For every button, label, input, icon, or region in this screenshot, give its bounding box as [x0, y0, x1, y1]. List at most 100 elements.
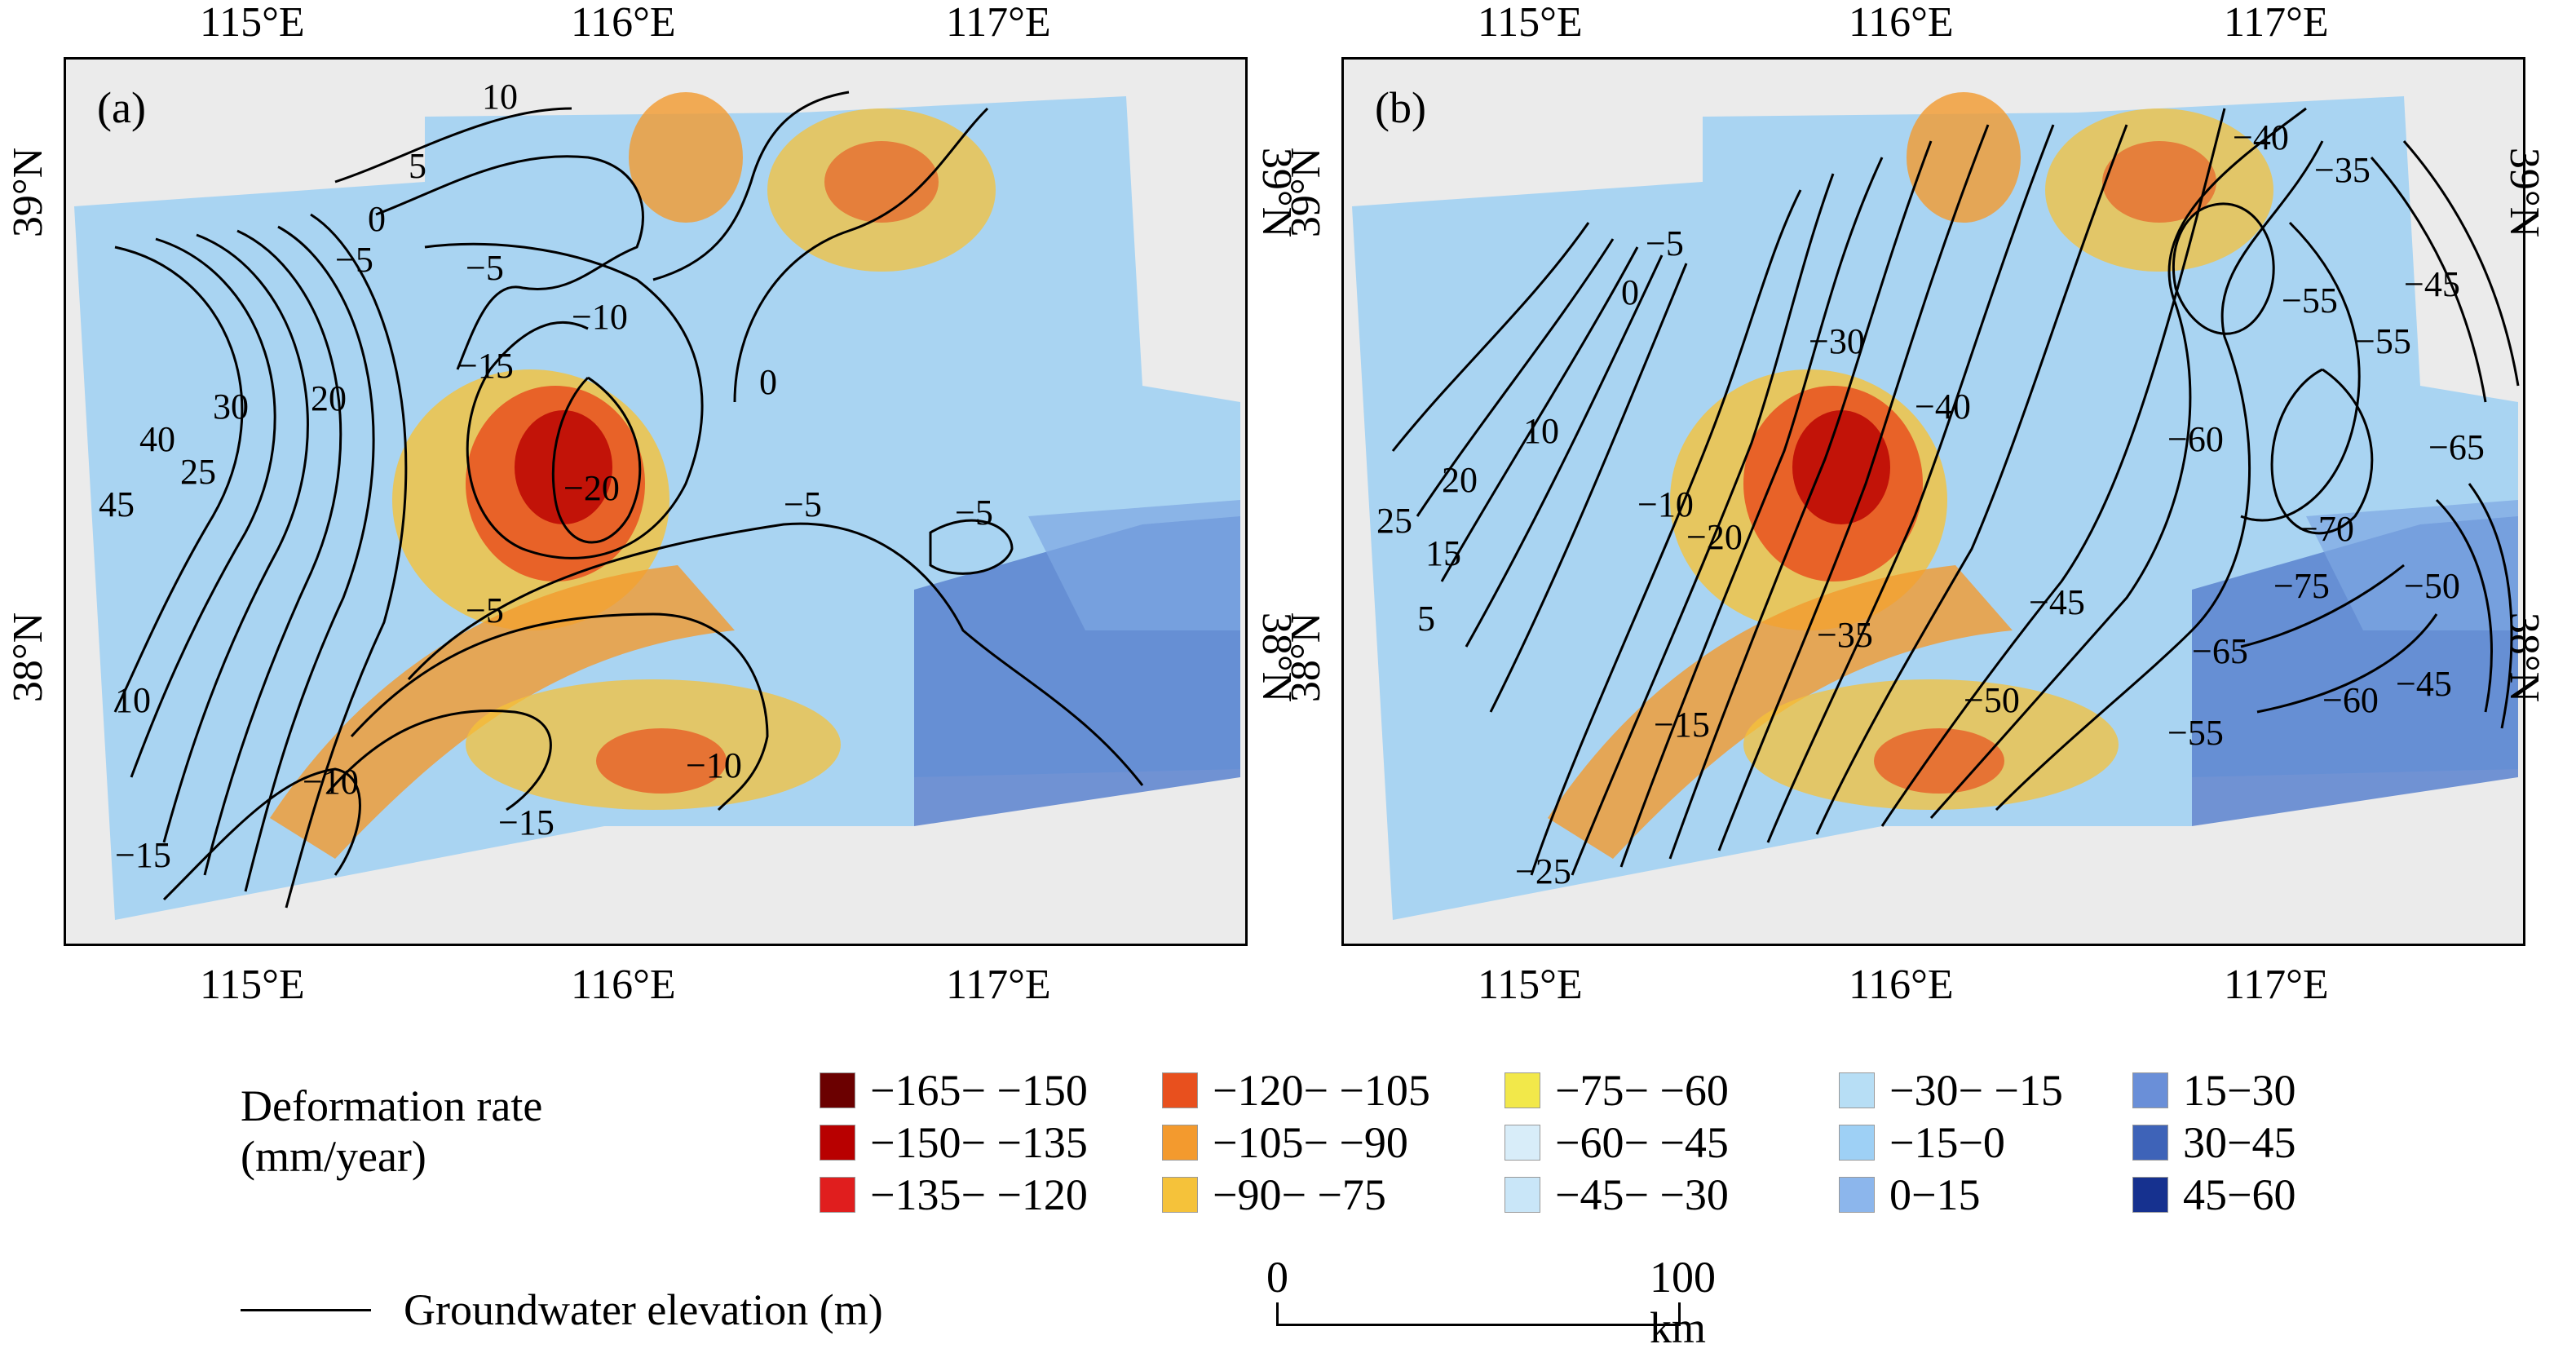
contour-label: −45 — [2404, 264, 2460, 304]
contour-label: −5 — [466, 248, 504, 288]
legend-label: −135− −120 — [870, 1170, 1088, 1219]
legend-swatch — [820, 1125, 855, 1161]
legend-item: −135− −120 — [820, 1169, 1162, 1221]
legend-label: −15−0 — [1889, 1118, 2005, 1167]
legend-item: 45−60 — [2132, 1169, 2377, 1221]
legend-item: −75− −60 — [1505, 1064, 1839, 1116]
contour-label: −30 — [1809, 321, 1865, 361]
deformation-map-b: 0 −5 −30 −40 −40 −35 −45 −55 −55 −60 −65… — [1352, 92, 2520, 920]
contour-label: −70 — [2298, 509, 2354, 549]
contour-label: −10 — [572, 297, 628, 337]
contour-label: 10 — [115, 680, 151, 720]
scale-bar-line — [1276, 1302, 1681, 1326]
legend-item: −150− −135 — [820, 1116, 1162, 1169]
contour-label: 20 — [311, 378, 347, 418]
groundwater-legend: Groundwater elevation (m) — [241, 1284, 883, 1335]
contour-label: 25 — [180, 452, 216, 492]
contour-label: 5 — [409, 146, 426, 186]
legend-swatch — [1162, 1072, 1198, 1108]
legend-label: 45−60 — [2183, 1170, 2296, 1219]
contour-label: −20 — [563, 468, 620, 508]
legend-item: −45− −30 — [1505, 1169, 1839, 1221]
groundwater-label: Groundwater elevation (m) — [404, 1285, 883, 1334]
legend-label: −90− −75 — [1213, 1170, 1386, 1219]
contour-line-symbol — [241, 1308, 371, 1311]
legend-swatch — [1505, 1125, 1540, 1161]
legend-swatch — [2132, 1072, 2168, 1108]
legend-item: −30− −15 — [1839, 1064, 2132, 1116]
legend-item: −15−0 — [1839, 1116, 2132, 1169]
contour-label: −10 — [686, 745, 742, 785]
legend-title-line2: (mm/year) — [241, 1132, 426, 1181]
legend-title: Deformation rate (mm/year) — [241, 1081, 542, 1182]
legend: −165− −150 −120− −105 −75− −60 −30− −15 15−3… — [820, 1064, 2377, 1221]
deformation-map-a: 10 5 0 −5 −5 −10 −15 −20 0 −5 −5 45 40 3… — [74, 77, 1240, 920]
legend-swatch — [1839, 1072, 1875, 1108]
contour-label: −75 — [2273, 566, 2330, 606]
contour-label: −65 — [2428, 427, 2485, 467]
contour-label: 0 — [1621, 272, 1639, 312]
contour-label: 45 — [99, 484, 135, 524]
contour-label: −35 — [2314, 150, 2371, 190]
legend-swatch — [1162, 1177, 1198, 1213]
contour-label: −40 — [1915, 387, 1971, 427]
lon-tick-top-a-117: 117°E — [946, 0, 1051, 46]
legend-swatch — [820, 1072, 855, 1108]
legend-label: 15−30 — [2183, 1066, 2296, 1115]
legend-swatch — [1505, 1177, 1540, 1213]
contour-label: 10 — [1523, 411, 1559, 451]
legend-item: −120− −105 — [1162, 1064, 1505, 1116]
legend-item: 30−45 — [2132, 1116, 2377, 1169]
lon-tick-bottom-b-117: 117°E — [2224, 962, 2329, 1008]
contour-label: 40 — [139, 419, 175, 459]
legend-item: −60− −45 — [1505, 1116, 1839, 1169]
map-panel-a: 10 5 0 −5 −5 −10 −15 −20 0 −5 −5 45 40 3… — [64, 57, 1248, 946]
lon-tick-bottom-a-116: 116°E — [571, 962, 676, 1008]
contour-label: −5 — [1646, 223, 1684, 263]
legend-swatch — [1839, 1125, 1875, 1161]
contour-label: 25 — [1376, 501, 1412, 541]
contour-label: 30 — [213, 387, 249, 427]
legend-label: −75− −60 — [1555, 1066, 1729, 1115]
contour-label: −55 — [2282, 281, 2338, 321]
legend-label: −150− −135 — [870, 1118, 1088, 1167]
legend-swatch — [820, 1177, 855, 1213]
panel-label-a: (a) — [97, 83, 146, 132]
legend-swatch — [1162, 1125, 1198, 1161]
contour-label: −50 — [1964, 680, 2020, 720]
scale-zero: 0 — [1266, 1253, 1288, 1302]
lon-tick-bottom-b-116: 116°E — [1849, 962, 1954, 1008]
legend-swatch — [1839, 1177, 1875, 1213]
contour-label: −60 — [2167, 419, 2224, 459]
panel-label-b: (b) — [1375, 83, 1426, 132]
contour-label: 0 — [759, 362, 777, 402]
lon-tick-bottom-b-115: 115°E — [1478, 962, 1583, 1008]
legend-title-line1: Deformation rate — [241, 1081, 543, 1130]
legend-swatch — [2132, 1177, 2168, 1213]
map-panel-b: 0 −5 −30 −40 −40 −35 −45 −55 −55 −60 −65… — [1341, 57, 2525, 946]
legend-label: 30−45 — [2183, 1118, 2296, 1167]
lon-tick-top-b-115: 115°E — [1478, 0, 1583, 46]
contour-label: −10 — [303, 762, 359, 802]
lon-tick-top-a-116: 116°E — [571, 0, 676, 46]
contour-label: −65 — [2192, 631, 2248, 671]
contour-label: −55 — [2167, 713, 2224, 753]
contour-label: −15 — [115, 835, 171, 875]
contour-label: 20 — [1442, 460, 1478, 500]
lon-tick-top-b-116: 116°E — [1849, 0, 1954, 46]
legend-label: −105− −90 — [1213, 1118, 1408, 1167]
lon-tick-top-a-115: 115°E — [200, 0, 305, 46]
contour-label: −20 — [1686, 517, 1743, 557]
legend-swatch — [1505, 1072, 1540, 1108]
contour-label: −15 — [498, 803, 555, 842]
contour-label: −50 — [2404, 566, 2460, 606]
contour-label: −15 — [457, 346, 514, 386]
legend-label: −60− −45 — [1555, 1118, 1729, 1167]
contour-label: −5 — [955, 493, 993, 533]
contour-label: −5 — [784, 484, 822, 524]
lat-tick-left-b-38: 38°N — [1283, 612, 1330, 703]
contour-label: 0 — [368, 199, 386, 239]
lat-tick-right-b-39: 39°N — [2501, 147, 2548, 238]
lon-tick-top-b-117: 117°E — [2224, 0, 2329, 46]
contour-label: −35 — [1817, 615, 1873, 655]
